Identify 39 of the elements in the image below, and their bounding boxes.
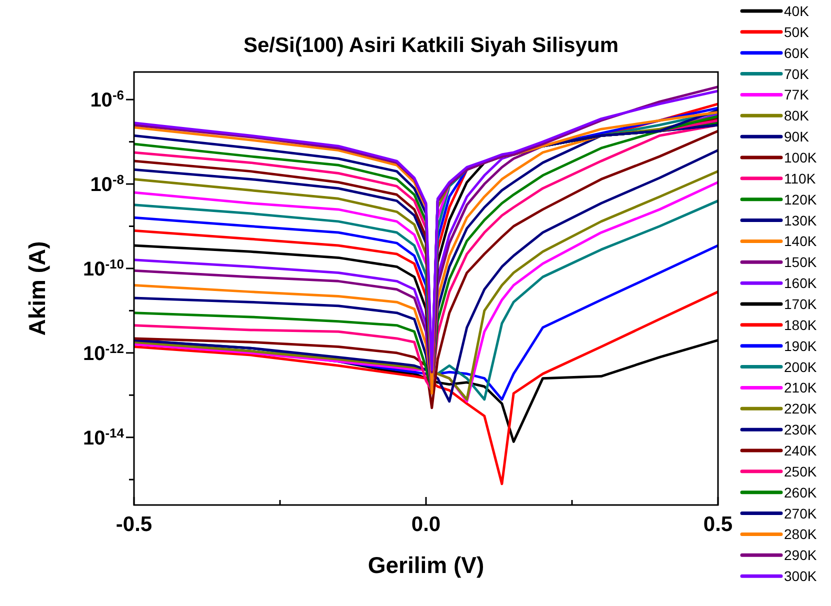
legend-label: 90K bbox=[784, 128, 810, 145]
legend-label: 240K bbox=[784, 442, 818, 458]
legend-label: 290K bbox=[784, 547, 818, 564]
legend-label: 210K bbox=[784, 380, 818, 396]
legend-label: 70K bbox=[784, 66, 810, 82]
legend-label: 100K bbox=[784, 150, 818, 166]
legend-label: 280K bbox=[784, 526, 818, 542]
legend-label: 260K bbox=[784, 484, 818, 500]
x-tick-label: 0.5 bbox=[703, 513, 733, 536]
y-tick-label: 10$^{-10}$ bbox=[82, 256, 124, 280]
legend-label: 190K bbox=[784, 338, 818, 354]
legend-label: 300K bbox=[784, 568, 818, 584]
legend-label: 170K bbox=[784, 296, 818, 312]
x-tick-label: 0.0 bbox=[411, 513, 441, 536]
legend-label: 60K bbox=[784, 44, 810, 61]
legend-label: 230K bbox=[784, 422, 818, 438]
y-axis-title: Akim (A) bbox=[24, 241, 50, 336]
legend-label: 150K bbox=[784, 254, 818, 270]
legend-label: 160K bbox=[784, 275, 818, 292]
legend-label: 77K bbox=[784, 86, 810, 103]
legend-label: 110K bbox=[784, 170, 816, 186]
legend-label: 40K bbox=[784, 3, 810, 19]
x-tick-label: -0.5 bbox=[116, 513, 152, 536]
y-tick-label: 10$^{-12}$ bbox=[82, 340, 124, 365]
legend-label: 200K bbox=[784, 358, 818, 375]
legend-label: 250K bbox=[784, 463, 818, 480]
legend-label: 270K bbox=[784, 505, 818, 522]
y-tick-label: 10$^{-6}$ bbox=[90, 87, 124, 112]
y-tick-label: 10$^{-8}$ bbox=[90, 172, 124, 196]
legend-label: 120K bbox=[784, 191, 818, 208]
legend-label: 140K bbox=[784, 233, 818, 250]
legend-label: 180K bbox=[784, 316, 818, 333]
x-axis-title: Gerilim (V) bbox=[368, 552, 484, 578]
legend-label: 80K bbox=[784, 108, 810, 124]
legend-label: 220K bbox=[784, 400, 818, 417]
chart-title: Se/Si(100) Asiri Katkili Siyah Silisyum bbox=[243, 34, 619, 57]
legend-label: 50K bbox=[784, 24, 810, 40]
legend-label: 130K bbox=[784, 212, 818, 228]
y-tick-label: 10$^{-14}$ bbox=[82, 424, 125, 450]
